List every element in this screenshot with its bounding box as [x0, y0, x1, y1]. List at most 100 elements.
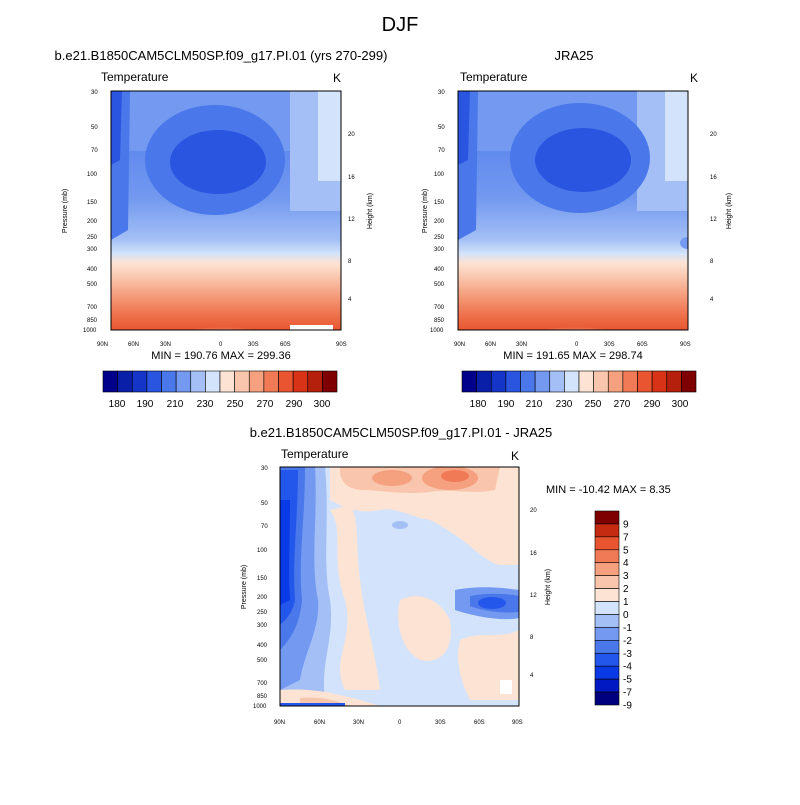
panel-diff-frame — [279, 466, 520, 707]
panel-diff-stats: MIN = -10.42 MAX = 8.35 — [546, 484, 671, 496]
panel-diff-yticks: 30 50 70 100 150 200 250 300 400 500 700… — [253, 466, 268, 710]
colorbar-swatch — [219, 370, 235, 393]
ytick: 100 — [257, 548, 268, 554]
colorbar-swatch — [505, 370, 521, 393]
colorbar-swatch — [594, 614, 620, 628]
ytick: 300 — [434, 247, 445, 253]
ytick: 850 — [434, 318, 445, 324]
ytick: 30 — [438, 90, 445, 96]
colorbar-swatch — [594, 523, 620, 538]
colorbar-swatch — [607, 370, 624, 393]
colorbar-label: 270 — [257, 399, 274, 410]
colorbar-label: 300 — [314, 399, 331, 410]
colorbar-label: 0 — [623, 610, 629, 621]
panel-diff: b.e21.B1850CAM5CLM50SP.f09_g17.PI.01 - J… — [241, 425, 671, 726]
colorbar-label: 290 — [286, 399, 303, 410]
ytick: 300 — [87, 247, 98, 253]
panel-diff-y2label: Height (km) — [545, 569, 552, 605]
colorbar-swatch — [594, 652, 620, 667]
colorbar-label: 190 — [137, 399, 154, 410]
colorbar-label: 180 — [470, 399, 487, 410]
colorbar-swatch — [594, 665, 620, 680]
ytick: 250 — [434, 235, 445, 241]
panel-obs-xticks: 90N 60N 30N 0 30S 60S 90S — [454, 342, 691, 348]
ytick: 850 — [257, 694, 268, 700]
y2tick: 4 — [710, 297, 714, 303]
colorbar-swatch — [594, 536, 620, 551]
colorbar-swatch — [146, 370, 162, 393]
colorbar-label: 270 — [614, 399, 631, 410]
xtick: 60S — [280, 342, 291, 348]
panel-diff-y2ticks: 4 8 12 16 20 — [530, 508, 537, 679]
ytick: 150 — [434, 200, 445, 206]
panel-obs-colorbar — [461, 370, 697, 393]
panel-diff-title: b.e21.B1850CAM5CLM50SP.f09_g17.PI.01 - J… — [250, 425, 553, 440]
colorbar-label: 2 — [623, 584, 629, 595]
colorbar-swatch — [278, 370, 294, 393]
colorbar-label: -5 — [623, 675, 632, 686]
y2tick: 12 — [348, 217, 355, 223]
panel-model-colorbar — [102, 370, 338, 393]
ytick: 700 — [87, 305, 98, 311]
colorbar-swatch — [594, 691, 620, 706]
ytick: 200 — [434, 219, 445, 225]
colorbar-label: -3 — [623, 649, 632, 660]
ytick: 500 — [257, 658, 268, 664]
ytick: 400 — [434, 267, 445, 273]
panel-obs-field — [458, 91, 688, 330]
xtick: 0 — [398, 720, 402, 726]
panel-model-stats: MIN = 190.76 MAX = 299.36 — [151, 350, 290, 362]
xtick: 90S — [336, 342, 347, 348]
xtick: 30N — [353, 720, 364, 726]
page-title: DJF — [382, 14, 419, 36]
ytick: 300 — [257, 623, 268, 629]
panel-diff-colorbar-labels: 9 7 5 4 3 2 1 0 -1 -2 -3 -4 -5 -7 -9 — [623, 519, 632, 711]
panel-obs-yticks: 30 50 70 100 150 200 250 300 400 500 700… — [430, 90, 445, 334]
panel-model-field — [111, 91, 341, 330]
colorbar-label: 7 — [623, 532, 629, 543]
ytick: 500 — [87, 282, 98, 288]
ytick: 1000 — [83, 328, 97, 334]
colorbar-label: 3 — [623, 571, 629, 582]
panel-obs-frame — [457, 90, 689, 331]
xtick: 30N — [160, 342, 171, 348]
xtick: 60S — [474, 720, 485, 726]
colorbar-swatch — [263, 370, 279, 393]
y2tick: 16 — [348, 175, 355, 181]
xtick: 30N — [516, 342, 527, 348]
colorbar-label: 230 — [197, 399, 214, 410]
colorbar-swatch — [549, 370, 565, 393]
colorbar-swatch — [292, 370, 309, 393]
y2tick: 8 — [710, 259, 714, 265]
panel-model-title: b.e21.B1850CAM5CLM50SP.f09_g17.PI.01 (yr… — [55, 48, 388, 63]
xtick: 90S — [512, 720, 523, 726]
panel-diff-colorbar — [594, 510, 620, 706]
y2tick: 20 — [530, 508, 537, 514]
ytick: 70 — [438, 148, 445, 154]
colorbar-swatch — [131, 370, 148, 393]
panel-model-colorbar-labels: 180 190 210 230 250 270 290 300 — [109, 399, 331, 410]
ytick: 30 — [261, 466, 268, 472]
colorbar-label: 1 — [623, 597, 629, 608]
y2tick: 16 — [530, 551, 537, 557]
ytick: 100 — [434, 172, 445, 178]
colorbar-swatch — [161, 370, 177, 393]
ytick: 700 — [257, 681, 268, 687]
colorbar-swatch — [594, 601, 620, 615]
panel-obs-variable: Temperature — [460, 70, 528, 84]
y2tick: 20 — [348, 132, 355, 138]
xtick: 90N — [97, 342, 108, 348]
panel-obs-stats: MIN = 191.65 MAX = 298.74 — [503, 350, 642, 362]
ytick: 400 — [257, 643, 268, 649]
colorbar-swatch — [637, 370, 653, 393]
y2tick: 4 — [530, 673, 534, 679]
colorbar-swatch — [190, 370, 206, 393]
colorbar-label: 5 — [623, 545, 629, 556]
y2tick: 20 — [710, 132, 717, 138]
colorbar-swatch — [622, 370, 638, 393]
colorbar-swatch — [666, 370, 682, 393]
colorbar-swatch — [175, 370, 192, 393]
panel-model-frame — [110, 90, 342, 331]
colorbar-label: -4 — [623, 662, 632, 673]
ytick: 1000 — [430, 328, 444, 334]
